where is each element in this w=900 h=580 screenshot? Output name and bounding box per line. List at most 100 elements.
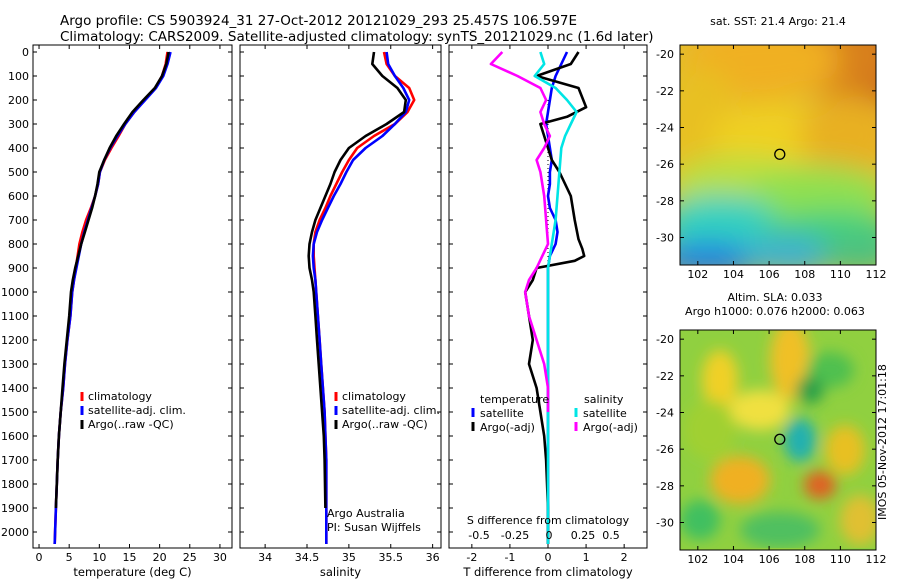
- map-y-tick-label: -24: [656, 122, 674, 135]
- map-panel-2: -20 -22 -24 -26 -28 -30 102 104 106 108 110 112: [656, 329, 887, 566]
- series-line-2: [523, 51, 588, 544]
- y-tick-label: 0: [22, 46, 29, 59]
- legend-label: satellite-adj. clim.: [88, 404, 186, 417]
- sla-map-title-line1: Altim. SLA: 0.033: [727, 291, 822, 304]
- map-x-tick-label: 108: [794, 553, 815, 566]
- x2-tick-label: -0.25: [501, 529, 529, 542]
- y-tick-label: 400: [8, 142, 29, 155]
- x-tick-label: 20: [153, 551, 167, 564]
- map-x-tick-label: 106: [759, 553, 780, 566]
- y-tick-label: 1300: [1, 358, 29, 371]
- map-y-tick-label: -22: [656, 370, 674, 383]
- y-tick-label: 800: [8, 238, 29, 251]
- map-x-tick-label: 108: [794, 268, 815, 281]
- figure-title-line2: Climatology: CARS2009. Satellite-adjuste…: [60, 29, 654, 45]
- x-tick-label: 34.5: [295, 551, 320, 564]
- x-tick-label: 25: [183, 551, 197, 564]
- x-tick-label: 30: [213, 551, 227, 564]
- legend-title-salinity: salinity: [584, 393, 624, 406]
- x-axis-label: T difference from climatology: [462, 565, 633, 579]
- map-blob: [740, 512, 820, 548]
- legend-label: Argo(-adj): [583, 421, 638, 434]
- panel-frame: [32, 44, 233, 549]
- map-x-tick-label: 104: [723, 268, 744, 281]
- legend-label: satellite: [480, 407, 524, 420]
- x2-tick-label: 0.5: [602, 529, 620, 542]
- y-tick-label: 1900: [1, 502, 29, 515]
- x-tick-label: 5: [66, 551, 73, 564]
- argo-location-marker: [774, 433, 786, 445]
- x-tick-label: 1: [583, 551, 590, 564]
- x-tick-label: 0: [36, 551, 43, 564]
- legend-label: Argo(..raw -QC): [88, 418, 174, 431]
- map-y-tick-label: -30: [656, 517, 674, 530]
- map-y-tick-label: -26: [656, 443, 674, 456]
- map-blobs: [680, 330, 876, 548]
- map-blob: [680, 65, 740, 185]
- legend-label: Argo(..raw -QC): [342, 418, 428, 431]
- y-tick-label: 2000: [1, 526, 29, 539]
- legend-label: Argo(-adj): [480, 421, 535, 434]
- annotation-line2: PI: Susan Wijffels: [327, 521, 421, 534]
- map-blob: [684, 400, 736, 460]
- series-line-2: [53, 51, 172, 545]
- map-blob: [800, 95, 876, 175]
- map-field: [680, 330, 876, 550]
- map-x-tick-label: 112: [866, 268, 887, 281]
- y-tick-label: 300: [8, 118, 29, 131]
- map-y-tick-label: -20: [656, 333, 674, 346]
- y-tick-label: 1500: [1, 406, 29, 419]
- map-y-tick-label: -30: [656, 232, 674, 245]
- legend-title-temperature: temperature: [480, 393, 549, 406]
- map-y-tick-label: -28: [656, 480, 674, 493]
- map-blob: [730, 390, 790, 430]
- y-tick-label: 1600: [1, 430, 29, 443]
- map-field: [680, 45, 876, 265]
- y-tick-label: 1000: [1, 286, 29, 299]
- y-tick-label: 1400: [1, 382, 29, 395]
- map-x-tick-label: 102: [687, 553, 708, 566]
- legend-label: climatology: [342, 390, 406, 403]
- map-x-tick-label: 104: [723, 553, 744, 566]
- y-tick-label: 900: [8, 262, 29, 275]
- x-tick-label: 36: [426, 551, 440, 564]
- map-x-tick-label: 112: [866, 553, 887, 566]
- map-blob: [680, 195, 780, 255]
- map-blob: [840, 495, 876, 545]
- map-x-tick-label: 106: [759, 268, 780, 281]
- map-blobs: [680, 45, 876, 265]
- map-y-tick-label: -22: [656, 85, 674, 98]
- sla-map-title-line2: Argo h1000: 0.076 h2000: 0.063: [685, 305, 865, 318]
- map-blob: [784, 418, 816, 462]
- y-tick-label: 1100: [1, 310, 29, 323]
- legend-label: satellite: [583, 407, 627, 420]
- map-blob: [740, 235, 840, 265]
- series-line-2: [311, 51, 411, 544]
- map-blob: [710, 456, 770, 504]
- map-blob: [796, 376, 824, 404]
- y-tick-label: 500: [8, 166, 29, 179]
- map-x-tick-label: 102: [687, 268, 708, 281]
- x-tick-label: -1: [504, 551, 515, 564]
- map-y-tick-label: -28: [656, 195, 674, 208]
- y-tick-label: 600: [8, 190, 29, 203]
- x-tick-label: 15: [122, 551, 136, 564]
- map-blob: [804, 471, 836, 499]
- y-tick-label: 1700: [1, 454, 29, 467]
- series-line-4: [489, 51, 552, 412]
- series-line-3: [54, 51, 170, 509]
- x-tick-label: 0: [545, 551, 552, 564]
- x2-tick-label: 0.25: [571, 529, 596, 542]
- profile-panel-1: 0100200300400500600700800900100011001200…: [1, 44, 233, 579]
- map-blob: [825, 425, 865, 475]
- map-blob: [820, 235, 876, 265]
- y-tick-label: 1200: [1, 334, 29, 347]
- map-frame: [679, 329, 877, 551]
- y-tick-label: 200: [8, 94, 29, 107]
- map-x-tick-label: 110: [830, 553, 851, 566]
- annotation-line1: Argo Australia: [327, 507, 405, 520]
- series-line-1: [312, 51, 416, 544]
- map-y-tick-label: -20: [656, 48, 674, 61]
- y-tick-label: 1800: [1, 478, 29, 491]
